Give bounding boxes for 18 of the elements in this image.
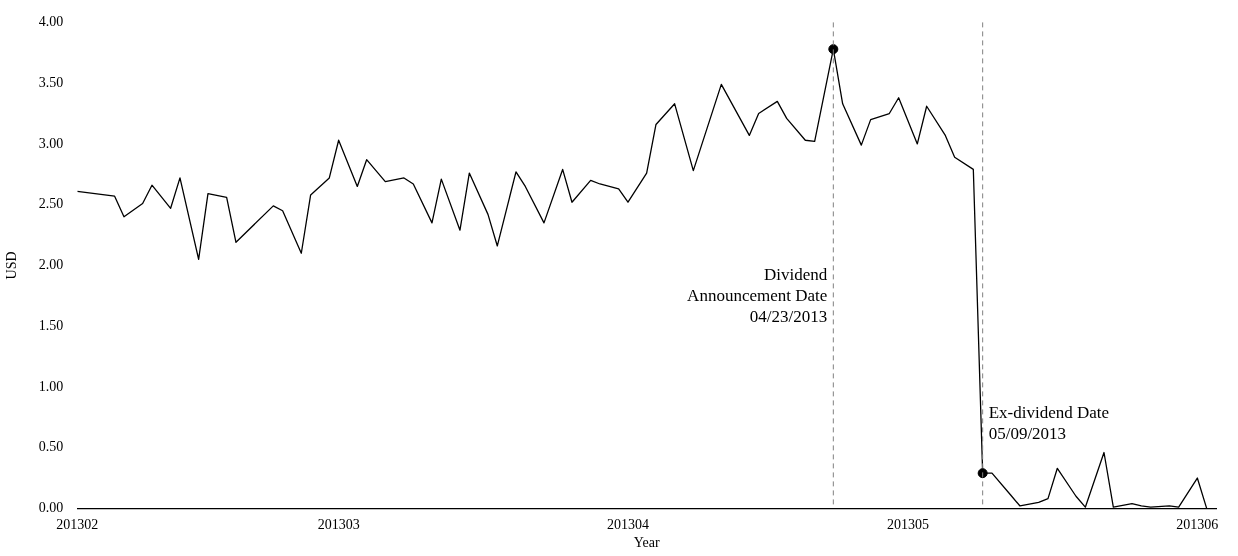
ref-line-label: Dividend Announcement Date 04/23/2013 bbox=[687, 264, 828, 326]
y-tick-label: 3.00 bbox=[38, 135, 64, 151]
y-tick-label: 1.50 bbox=[38, 317, 64, 333]
y-tick-label: 0.50 bbox=[38, 439, 64, 455]
x-tick-label: 201304 bbox=[606, 517, 649, 533]
y-tick-label: 2.50 bbox=[38, 196, 64, 212]
x-axis-title: Year bbox=[633, 535, 660, 551]
y-tick-label: 1.00 bbox=[38, 378, 64, 394]
x-tick-label: 201306 bbox=[1176, 517, 1219, 533]
x-tick-label: 201305 bbox=[886, 517, 929, 533]
y-tick-label: 2.00 bbox=[38, 257, 64, 273]
y-tick-label: 3.50 bbox=[38, 74, 64, 90]
x-tick-label: 201303 bbox=[317, 517, 360, 533]
y-axis-title: USD bbox=[4, 251, 20, 280]
ref-line-label: Ex-dividend Date 05/09/2013 bbox=[988, 403, 1110, 444]
y-tick-label: 4.00 bbox=[38, 14, 64, 30]
x-tick-label: 201302 bbox=[56, 517, 99, 533]
y-tick-label: 0.00 bbox=[38, 500, 64, 516]
